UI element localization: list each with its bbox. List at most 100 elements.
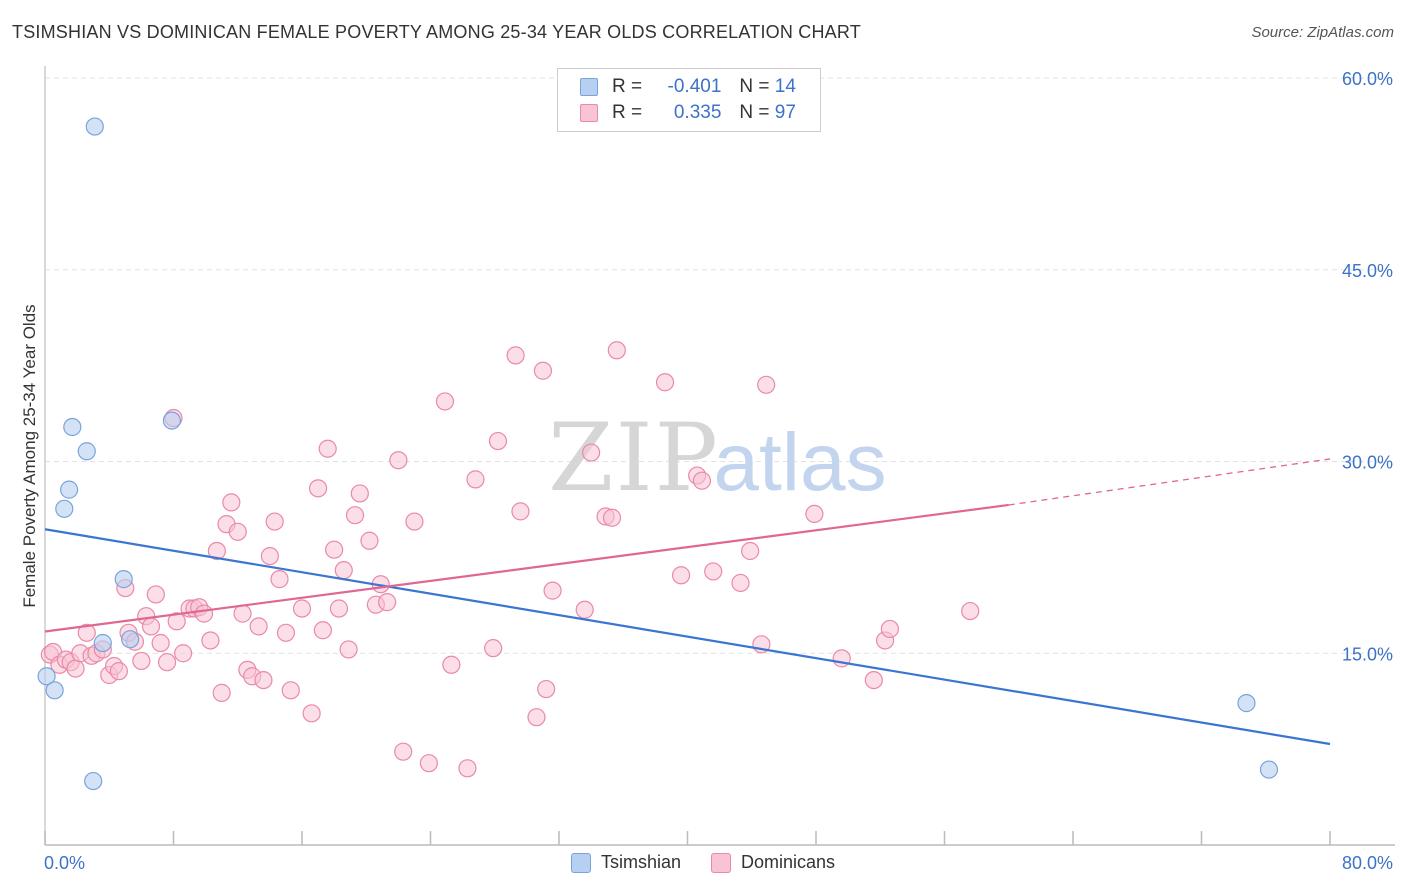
dominicans-point (265, 512, 284, 531)
chart-title: TSIMSHIAN VS DOMINICAN FEMALE POVERTY AM… (12, 22, 861, 42)
dominicans-points (40, 341, 980, 778)
tsimshian-point (37, 667, 56, 686)
dominicans-point (582, 443, 601, 462)
dominicans-point (389, 451, 408, 470)
dominicans-point (302, 704, 321, 723)
dominicans-point (394, 742, 413, 761)
axes (44, 66, 1395, 846)
dominicans-point (527, 708, 546, 727)
x-tick-label: 80.0% (1342, 853, 1393, 873)
dominicans-point (146, 585, 165, 604)
dominicans-point (506, 346, 525, 365)
dominicans-point (281, 681, 300, 700)
dominicans-point (741, 541, 760, 561)
dominicans-point (435, 392, 455, 411)
dominicans-point (511, 502, 530, 521)
dominicans-point (704, 562, 723, 581)
watermark-zip: ZIP (548, 404, 720, 513)
dominicans-point (757, 375, 776, 394)
dominicans-n-value: 97 (774, 102, 796, 123)
legend-row-dominicans: R = 0.335 N = 97 (580, 101, 796, 125)
dominicans-point (254, 670, 273, 690)
tsimshian-point (162, 411, 181, 430)
dominicans-point (543, 581, 562, 600)
tsimshian-trend-line (44, 528, 1331, 746)
dominicans-point (132, 651, 151, 671)
tsimshian-point (114, 570, 133, 589)
tsimshian-point (59, 480, 79, 499)
dominicans-point (419, 754, 438, 773)
tsimshian-r-value: -0.401 (667, 76, 722, 97)
dominicans-point (313, 621, 332, 640)
tsimshian-points (37, 117, 1279, 791)
tsimshian-point (55, 499, 74, 518)
series-legend-dominicans: Dominicans (710, 852, 836, 873)
dominicans-point (249, 617, 268, 636)
series-legend-tsimshian: Tsimshian (570, 852, 681, 873)
dominicans-point (405, 512, 424, 531)
tsimshian-point (1237, 694, 1256, 713)
dominicans-point (276, 623, 296, 642)
dominicans-point (212, 683, 231, 702)
dominicans-point (109, 662, 128, 681)
dominicans-r-value: 0.335 (673, 102, 722, 123)
y-tick-label: 30.0% (1342, 453, 1393, 473)
dominicans-point (961, 601, 980, 621)
dominicans-point (575, 600, 594, 619)
tsimshian-point (85, 117, 104, 136)
dominicans-point (350, 484, 369, 503)
dominicans-point (233, 604, 252, 623)
dominicans-legend-label: Dominicans (740, 852, 836, 872)
watermark: ZIP atlas (548, 404, 886, 513)
legend-n-label: N = (739, 76, 770, 97)
legend-row-tsimshian: R = -0.401 N = 14 (580, 75, 796, 99)
dominicans-point (378, 593, 397, 612)
dominicans-point (339, 640, 358, 659)
dominicans-point (292, 599, 312, 618)
dominicans-point (345, 506, 365, 525)
dominicans-point (167, 612, 186, 631)
dominicans-point (671, 566, 691, 585)
dominicans-point (141, 617, 161, 636)
legend-r-label: R = (612, 102, 643, 123)
dominicans-point (533, 361, 553, 380)
tsimshian-swatch (580, 78, 598, 96)
tsimshian-point (93, 633, 112, 653)
tsimshian-point (45, 681, 64, 700)
tsimshian-point (63, 417, 82, 437)
dominicans-point (805, 504, 824, 524)
watermark-atlas: atlas (713, 417, 886, 508)
dominicans-point (318, 439, 337, 458)
dominicans-swatch (580, 104, 598, 122)
dominicans-point (466, 470, 485, 489)
dominicans-point (194, 604, 214, 623)
dominicans-point (864, 670, 883, 690)
dominicans-point (66, 659, 85, 678)
dominicans-point (442, 655, 461, 674)
dominicans-point (201, 631, 220, 650)
dominicans-point (151, 633, 170, 653)
source-label: Source: ZipAtlas.com (1251, 24, 1394, 41)
tick-labels: 15.0% 30.0% 45.0% 60.0% 0.0% 80.0% (44, 69, 1393, 873)
tsimshian-point (1259, 760, 1279, 779)
dominicans-point (270, 570, 289, 589)
dominicans-point (602, 508, 622, 527)
tsimshian-point (121, 630, 140, 649)
dominicans-trend-extension (1008, 458, 1331, 506)
dominicans-point (360, 531, 379, 550)
dominicans-point (308, 479, 328, 498)
y-tick-label: 45.0% (1342, 261, 1393, 281)
dominicans-point (607, 341, 626, 360)
dominicans-point (77, 623, 96, 642)
trend-lines (44, 458, 1331, 746)
legend-n-label: N = (739, 102, 770, 123)
dominicans-point (325, 540, 344, 559)
tsimshian-legend-label: Tsimshian (600, 852, 681, 872)
dominicans-point (157, 653, 177, 672)
dominicans-point (207, 541, 226, 561)
y-tick-label: 60.0% (1342, 69, 1393, 89)
tsimshian-point (84, 771, 103, 791)
dominicans-point (692, 471, 712, 490)
correlation-legend: R = -0.401 N = 14 R = 0.335 N = 97 (557, 68, 821, 132)
